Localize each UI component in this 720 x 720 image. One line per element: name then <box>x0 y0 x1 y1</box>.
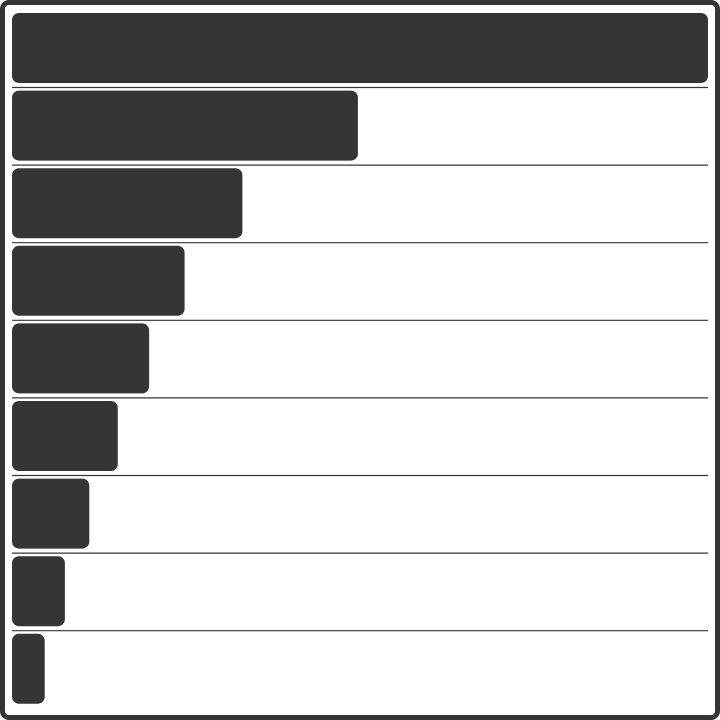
row-separators <box>12 86 708 632</box>
bar-1 <box>12 13 708 83</box>
bar-5 <box>12 323 150 394</box>
bar-8 <box>12 556 65 627</box>
bar-6 <box>12 401 118 471</box>
bar-3 <box>12 168 243 239</box>
bars <box>12 13 708 704</box>
bar-9 <box>12 633 45 704</box>
bar-4 <box>12 245 185 316</box>
bar-7 <box>12 478 90 549</box>
bar-2 <box>12 90 358 161</box>
